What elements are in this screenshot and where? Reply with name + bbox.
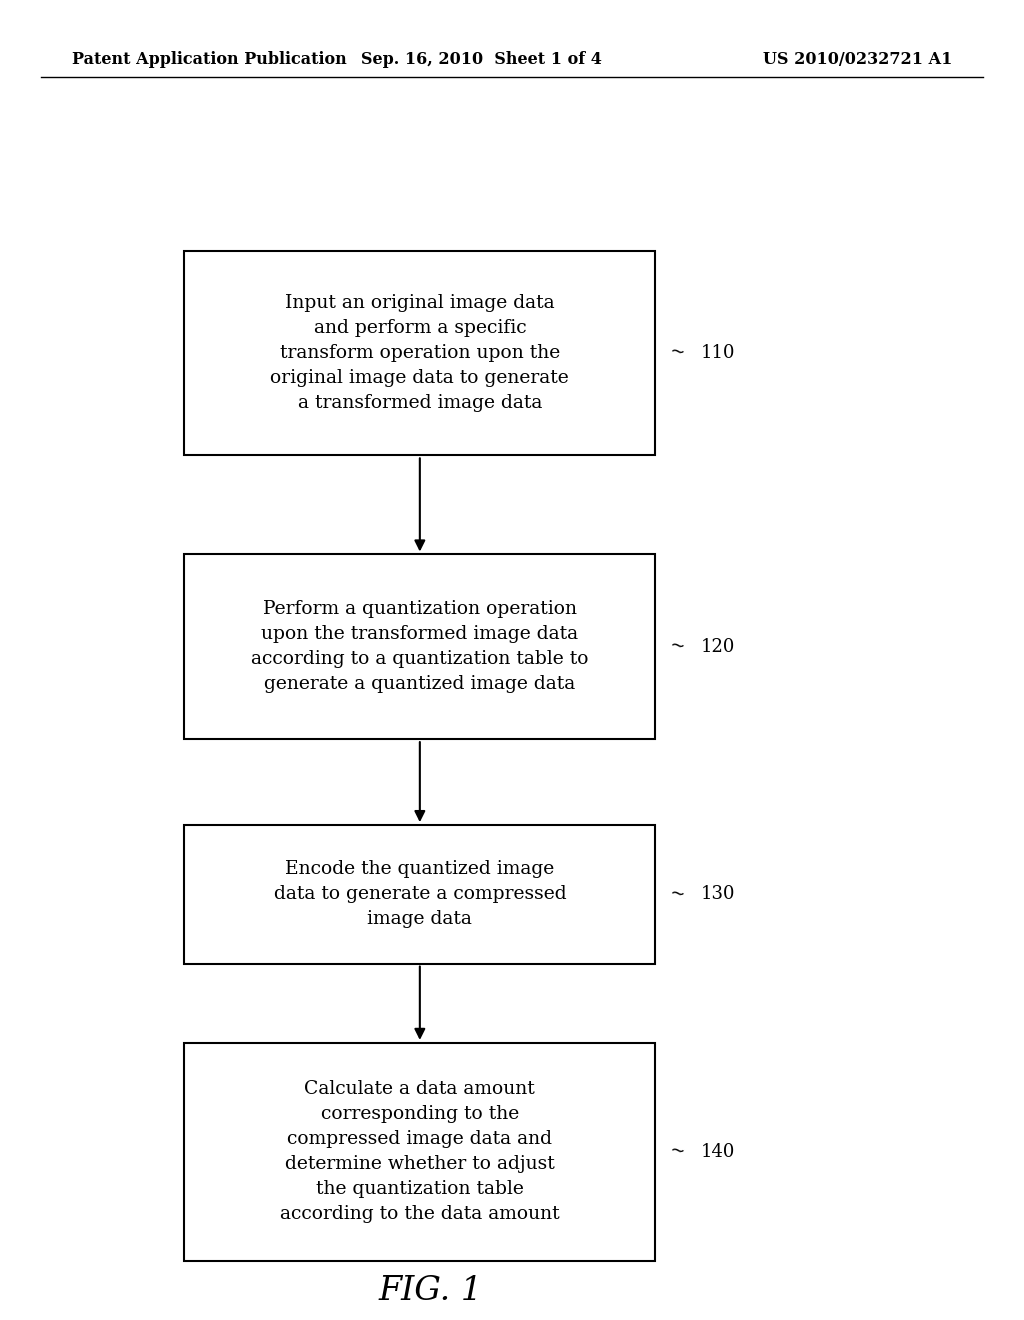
Text: 140: 140: [700, 1143, 735, 1160]
Text: 130: 130: [700, 886, 735, 903]
Text: 110: 110: [700, 345, 735, 362]
Bar: [184, 825, 655, 964]
Text: Input an original image data
and perform a specific
transform operation upon the: Input an original image data and perform…: [270, 294, 569, 412]
Text: Sep. 16, 2010  Sheet 1 of 4: Sep. 16, 2010 Sheet 1 of 4: [360, 51, 602, 67]
Bar: [184, 251, 655, 455]
Bar: [184, 1043, 655, 1261]
Text: 120: 120: [700, 638, 735, 656]
Text: ∼: ∼: [668, 1142, 686, 1162]
Text: US 2010/0232721 A1: US 2010/0232721 A1: [763, 51, 952, 67]
Text: Patent Application Publication: Patent Application Publication: [72, 51, 346, 67]
Text: Encode the quantized image
data to generate a compressed
image data: Encode the quantized image data to gener…: [273, 861, 566, 928]
Text: Perform a quantization operation
upon the transformed image data
according to a : Perform a quantization operation upon th…: [251, 601, 589, 693]
Bar: [184, 554, 655, 739]
Text: ∼: ∼: [668, 343, 686, 363]
Text: Calculate a data amount
corresponding to the
compressed image data and
determine: Calculate a data amount corresponding to…: [280, 1080, 560, 1224]
Text: ∼: ∼: [668, 884, 686, 904]
Text: FIG. 1: FIG. 1: [378, 1275, 482, 1307]
Text: ∼: ∼: [668, 636, 686, 657]
